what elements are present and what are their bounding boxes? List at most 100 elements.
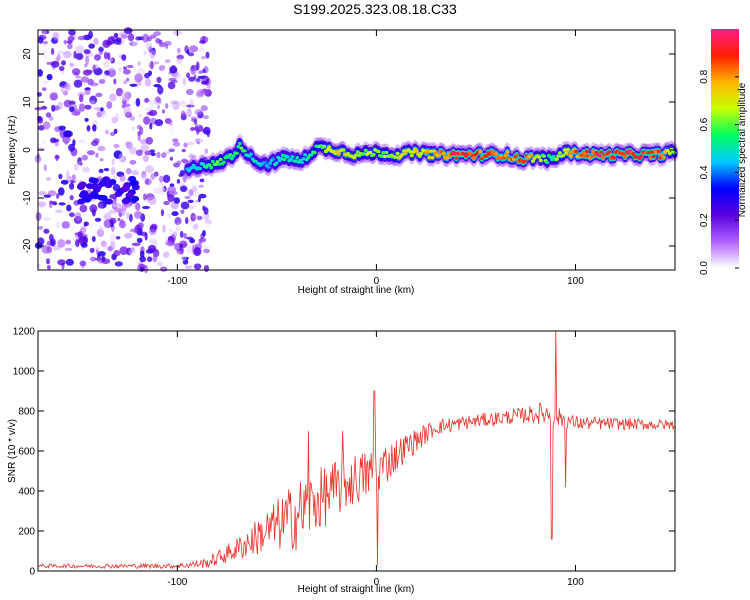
spectrogram-noise-blob: [202, 230, 206, 237]
spectrogram-ridge-core: [428, 149, 433, 153]
spectrogram-noise-blob: [140, 144, 149, 153]
spectrogram-noise-blob: [165, 103, 169, 109]
spectrogram-noise-blob: [126, 77, 130, 82]
spectrogram-ridge-core: [550, 157, 554, 162]
spectrogram-noise-blob: [185, 217, 189, 225]
spectrogram-ridge-core: [589, 154, 594, 159]
spectrogram-noise-blob: [63, 39, 68, 45]
spectrogram-noise-blob: [190, 212, 196, 222]
spectrogram-noise-blob: [169, 120, 173, 127]
spectrogram-noise-blob: [144, 165, 154, 173]
snr-y-tick-label: 800: [18, 407, 35, 418]
spectrogram-noise-blob: [153, 187, 161, 195]
spectrogram-noise-blob: [171, 64, 176, 71]
spectrogram-noise-blob: [71, 110, 81, 116]
spectrogram-noise-blob: [186, 49, 190, 55]
spectrogram-noise-blob: [180, 110, 186, 119]
spectrogram-ridge-core: [268, 161, 273, 165]
spectrogram-noise-blob: [189, 127, 196, 131]
spectrogram-noise-blob: [191, 186, 198, 193]
snr-series-line: [37, 330, 676, 570]
spectrogram-noise-blob: [98, 225, 104, 235]
spectrogram-noise-blob: [94, 217, 102, 222]
spectrogram-noise-blob: [136, 67, 145, 76]
spectrogram-noise-blob: [110, 241, 116, 250]
colorbar-tick-label: 0.4: [699, 165, 710, 179]
spectrogram-noise-blob: [178, 173, 183, 177]
snr-y-tick-label: 1200: [13, 327, 36, 338]
spectrogram-noise-blob: [88, 30, 93, 39]
snr-x-tick-label: 100: [567, 577, 584, 588]
spectrogram-noise-blob: [43, 217, 51, 221]
spectrogram-noise-blob: [57, 239, 66, 248]
spectrogram-noise-blob: [103, 60, 110, 68]
spectrogram-noise-blob: [164, 125, 173, 129]
snr-y-tick-label: 600: [18, 447, 35, 458]
spectrogram-noise-blob: [202, 245, 209, 254]
spectrogram-ridge-core: [427, 155, 432, 160]
spectrogram-noise-blob: [46, 177, 52, 181]
spectrogram-noise-blob: [111, 201, 118, 210]
spectrogram-ridge-core: [301, 157, 306, 161]
spectrogram-noise-blob: [123, 66, 127, 70]
spectrogram-noise-blob: [203, 66, 209, 74]
spectrogram-noise-blob: [170, 100, 179, 105]
spectrogram-noise-blob: [132, 39, 140, 48]
spectrogram-noise-blob: [105, 198, 113, 205]
spectrogram-noise-blob: [113, 143, 120, 149]
spectrogram-noise-blob: [115, 37, 122, 42]
spectrogram-noise-blob: [86, 150, 96, 156]
spectrogram-ridge-core: [503, 153, 508, 158]
spectrogram-ridge-core: [548, 155, 553, 159]
spectrogram-noise-blob: [65, 170, 70, 177]
spectrogram-noise-blob: [123, 106, 132, 116]
spectrogram-noise-blob: [60, 85, 65, 93]
spectrogram-noise-blob: [43, 164, 47, 172]
spectrogram-ridge-core: [573, 149, 578, 154]
spectrogram-noise-blob: [164, 59, 171, 63]
spectrogram-noise-blob: [144, 178, 152, 186]
spectrogram-noise-blob: [102, 39, 111, 48]
spectrogram-noise-blob: [75, 45, 85, 54]
spectrogram-ridge-core: [325, 148, 330, 152]
spectrogram-noise-blob: [45, 112, 52, 118]
spectrogram-noise-blob: [111, 158, 115, 166]
spectrogram-noise-blob: [41, 244, 50, 254]
spectrogram-ridge-core: [237, 141, 242, 146]
spectrogram-noise-blob: [173, 197, 180, 204]
spectrogram-noise-blob: [43, 194, 52, 198]
spectrogram-noise-blob: [52, 31, 58, 38]
spectrogram-noise-blob: [177, 36, 182, 43]
spectrogram-ridge-core: [352, 155, 357, 160]
spectrogram-noise-blob: [198, 184, 204, 188]
spectrogram-noise-blob: [65, 239, 72, 245]
spectrogram-noise-blob: [63, 130, 72, 138]
spectrogram-noise-blob: [118, 67, 122, 72]
spectrogram-noise-blob: [73, 79, 83, 88]
spectrogram-noise-blob: [129, 228, 138, 233]
spectrogram-noise-blob: [197, 75, 206, 79]
spectrogram-ridge-core: [218, 157, 223, 162]
spectrogram-noise-blob: [53, 32, 60, 41]
spectrogram-y-tick-label: 20: [22, 48, 33, 60]
spectrogram-noise-blob: [88, 177, 97, 184]
spectrogram-noise-blob: [67, 35, 75, 42]
spectrogram-noise-blob: [97, 251, 106, 257]
spectrogram-noise-blob: [41, 48, 47, 52]
spectrogram-noise-blob: [167, 186, 177, 194]
spectrogram-noise-blob: [163, 251, 170, 258]
spectrogram-noise-blob: [176, 57, 183, 65]
spectrogram-noise-blob: [174, 217, 182, 226]
spectrogram-noise-blob: [56, 50, 65, 55]
spectrogram-noise-blob: [42, 87, 47, 91]
spectrogram-ridge-core: [599, 150, 604, 154]
spectrogram-ridge-core: [551, 154, 556, 159]
spectrogram-ridge-core: [249, 152, 253, 156]
spectrogram-ridge-core: [217, 162, 222, 166]
spectrogram-noise-blob: [168, 227, 173, 236]
spectrogram-noise-blob: [142, 33, 150, 43]
spectrogram-noise-blob: [198, 193, 207, 199]
spectrogram-noise-blob: [103, 212, 112, 221]
spectrogram-ridge-core: [484, 154, 489, 158]
